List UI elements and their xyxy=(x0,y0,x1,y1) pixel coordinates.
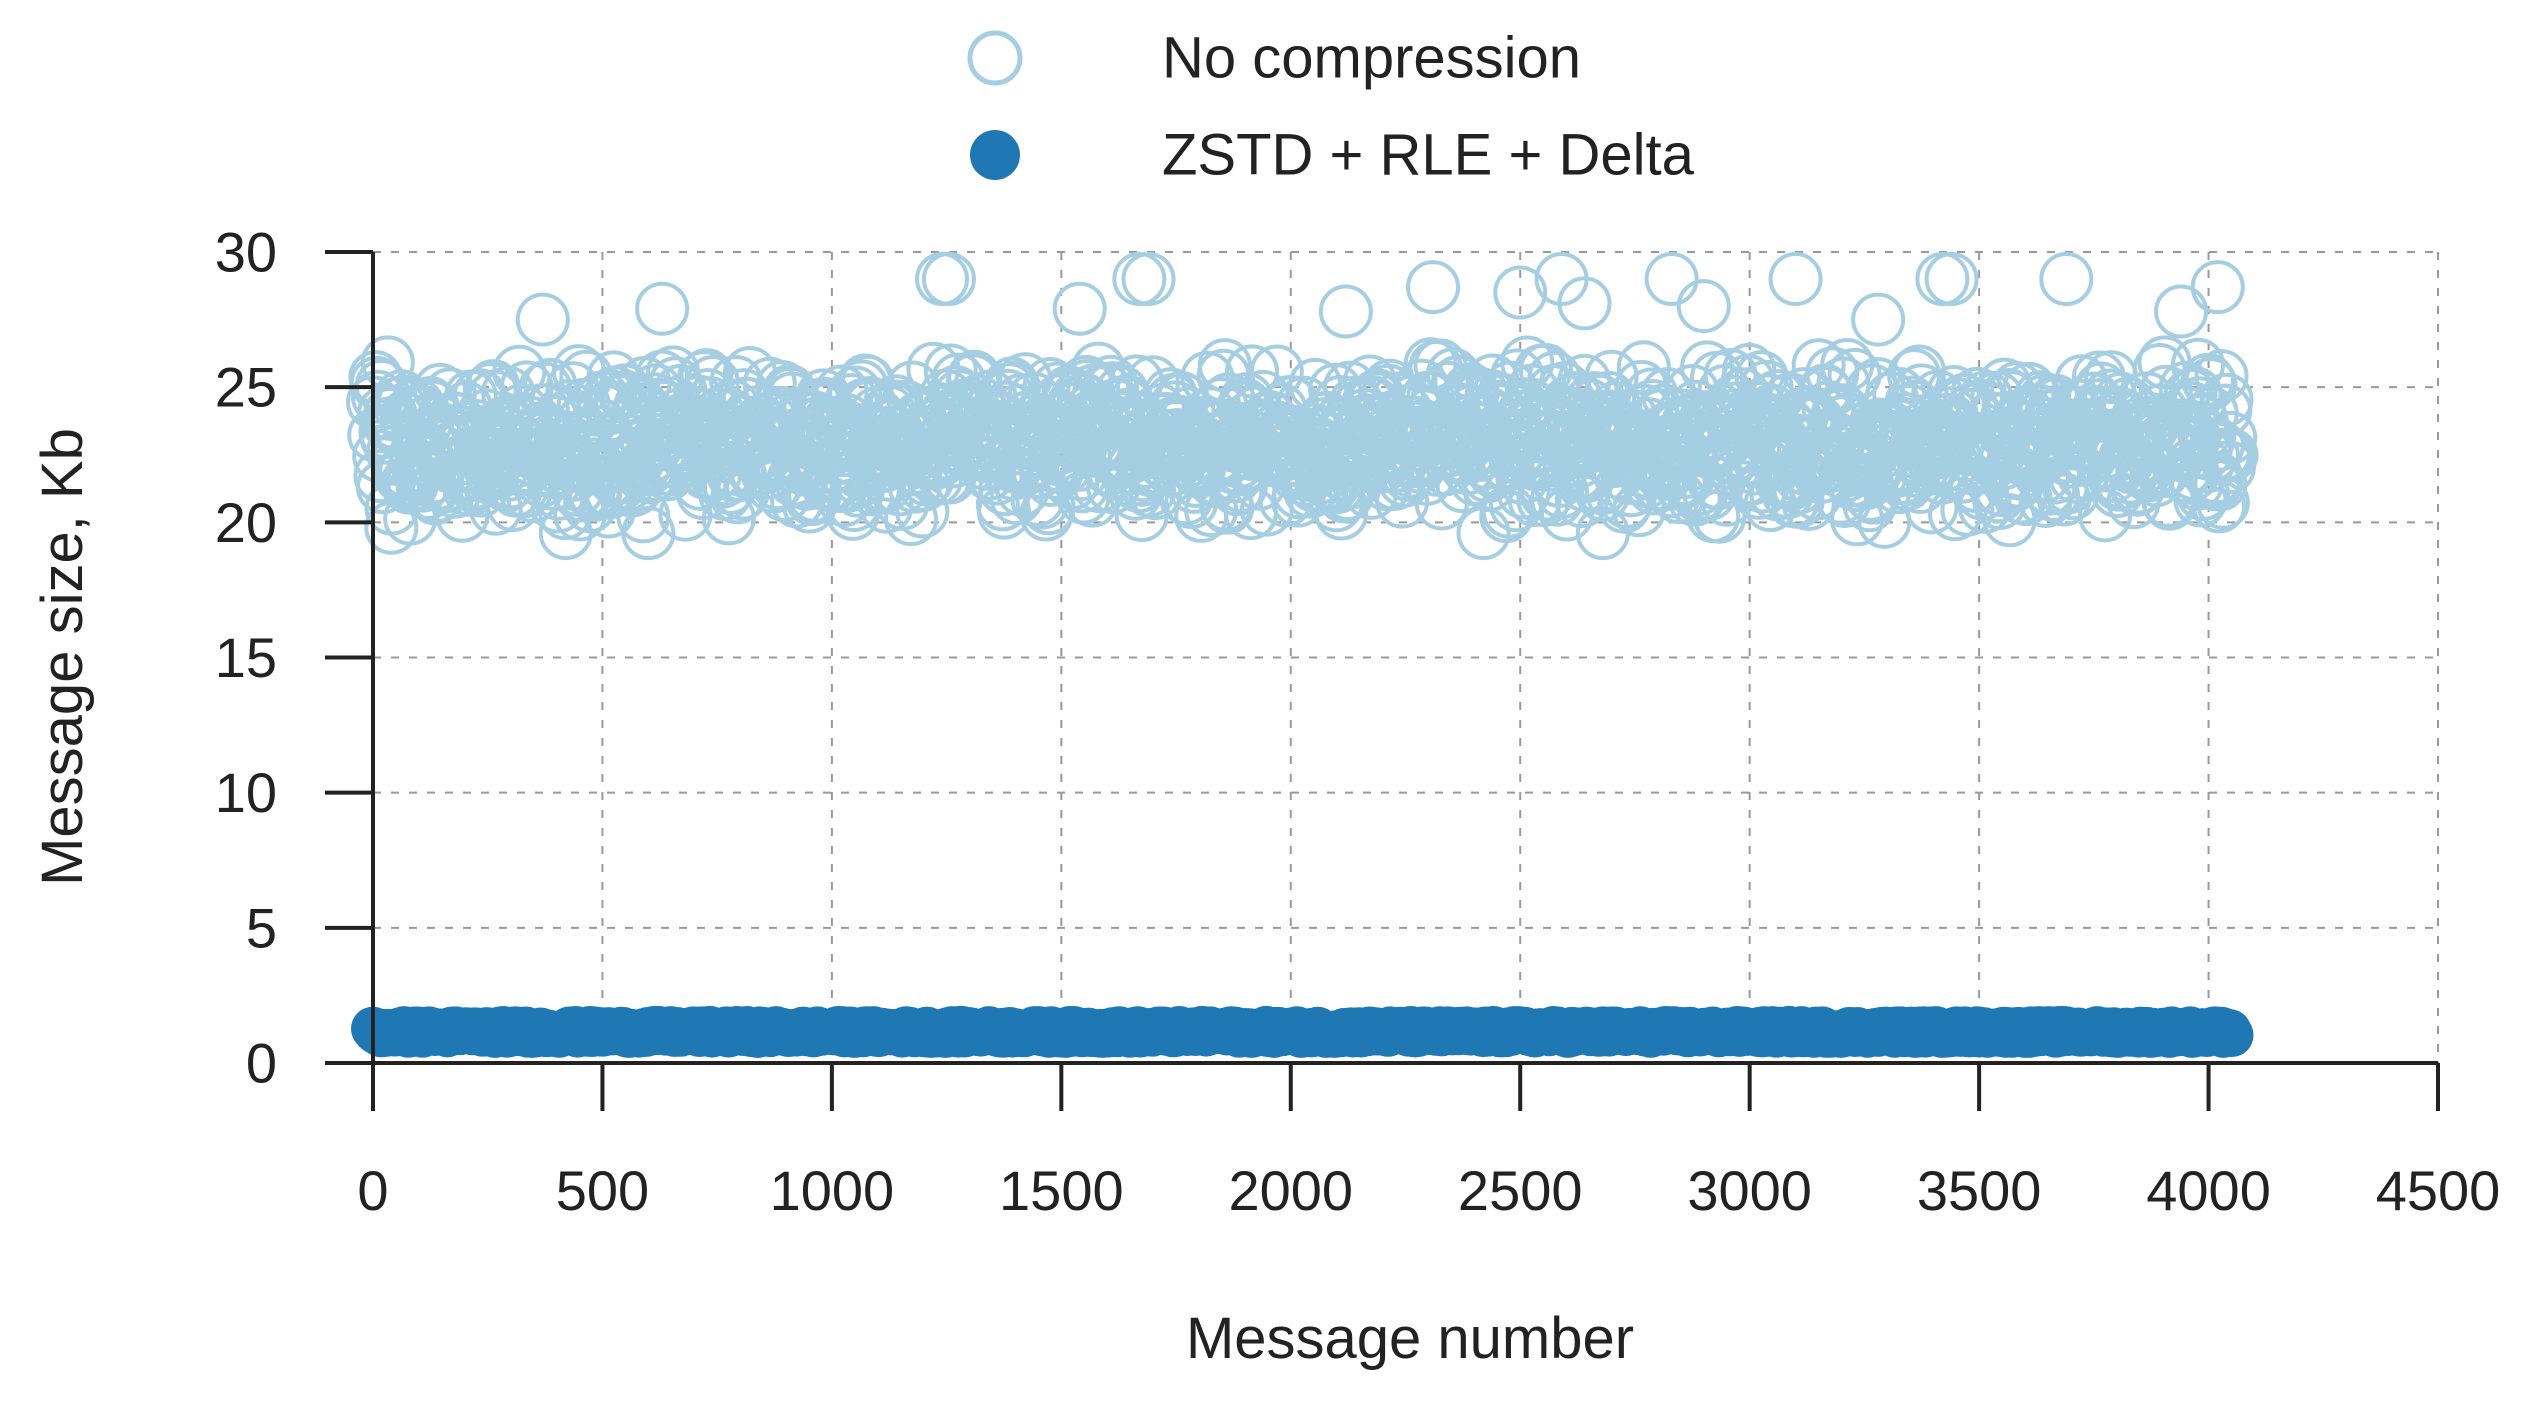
point-no-compression-outlier xyxy=(1851,292,1906,347)
point-no-compression-outlier xyxy=(1676,279,1731,334)
point-no-compression-outlier xyxy=(2154,284,2209,339)
point-no-compression xyxy=(1972,476,2027,531)
point-no-compression xyxy=(1904,480,1959,535)
x-axis-label: Message number xyxy=(1186,1306,1634,1371)
point-no-compression-outlier xyxy=(1575,506,1630,561)
y-tick-label: 10 xyxy=(215,761,277,824)
point-no-compression xyxy=(2194,349,2249,404)
point-no-compression xyxy=(2192,479,2247,534)
point-no-compression xyxy=(1249,344,1304,399)
x-tick-label: 3500 xyxy=(1917,1159,2042,1222)
point-no-compression xyxy=(2203,410,2258,465)
point-no-compression xyxy=(523,357,578,412)
x-tick-label: 4000 xyxy=(2146,1159,2271,1222)
legend-label-no-compression: No compression xyxy=(1162,26,1581,91)
series-zstd-rle-delta xyxy=(351,1005,2254,1058)
point-no-compression xyxy=(2183,356,2238,411)
point-no-compression-outlier xyxy=(1456,506,1511,561)
point-no-compression xyxy=(1940,482,1995,537)
y-tick-label: 20 xyxy=(215,491,277,554)
point-no-compression xyxy=(2171,337,2226,392)
x-tick-label: 2500 xyxy=(1458,1159,1583,1222)
point-no-compression-outlier xyxy=(621,506,676,561)
point-no-compression xyxy=(2204,427,2259,482)
point-no-compression-outlier xyxy=(1318,284,1373,339)
point-no-compression-outlier xyxy=(1644,252,1699,307)
point-no-compression xyxy=(463,361,518,416)
x-tick-label: 1500 xyxy=(999,1159,1124,1222)
point-no-compression-outlier xyxy=(2039,252,2094,307)
legend-marker-no-compression xyxy=(967,30,1023,86)
x-tick-label: 500 xyxy=(556,1159,649,1222)
point-no-compression-outlier xyxy=(1052,281,1107,336)
point-no-compression-outlier xyxy=(1406,260,1461,315)
y-tick-label: 15 xyxy=(215,626,277,689)
legend-marker-zstd-rle-delta xyxy=(970,130,1020,180)
x-tick-label: 3000 xyxy=(1687,1159,1812,1222)
point-no-compression-outlier xyxy=(1924,252,1979,307)
point-no-compression-outlier xyxy=(1768,252,1823,307)
point-no-compression-outlier xyxy=(1557,276,1612,331)
x-tick-label: 4500 xyxy=(2376,1159,2501,1222)
point-no-compression-outlier xyxy=(1493,265,1548,320)
point-no-compression-outlier xyxy=(2190,260,2245,315)
y-tick-label: 30 xyxy=(215,221,277,284)
point-no-compression-outlier xyxy=(1121,252,1176,307)
y-tick-label: 25 xyxy=(215,356,277,419)
point-no-compression xyxy=(1816,356,1871,411)
x-axis-ticks: 0 500 1000 1500 2000 2500 3000 3500 4000 4500 xyxy=(357,1063,2500,1222)
point-no-compression-outlier xyxy=(921,252,976,307)
series-no-compression xyxy=(346,252,2259,561)
point-no-compression xyxy=(923,343,978,398)
point-no-compression xyxy=(2199,372,2254,427)
x-tick-label: 0 xyxy=(357,1159,388,1222)
legend-label-zstd-rle-delta: ZSTD + RLE + Delta xyxy=(1162,123,1695,188)
x-tick-label: 1000 xyxy=(770,1159,895,1222)
point-no-compression-outlier xyxy=(364,500,419,555)
y-tick-label: 0 xyxy=(246,1032,277,1095)
y-axis-label: Message size, Kb xyxy=(30,428,95,886)
legend: No compression ZSTD + RLE + Delta xyxy=(967,26,1695,188)
point-no-compression-outlier xyxy=(538,506,593,561)
point-no-compression-outlier xyxy=(515,292,570,347)
x-tick-label: 2000 xyxy=(1228,1159,1353,1222)
point-zstd-rle-delta xyxy=(2209,1013,2254,1058)
point-no-compression-outlier xyxy=(635,281,690,336)
y-axis-ticks: 0 5 10 15 20 25 30 xyxy=(215,221,373,1095)
y-tick-label: 5 xyxy=(246,896,277,959)
